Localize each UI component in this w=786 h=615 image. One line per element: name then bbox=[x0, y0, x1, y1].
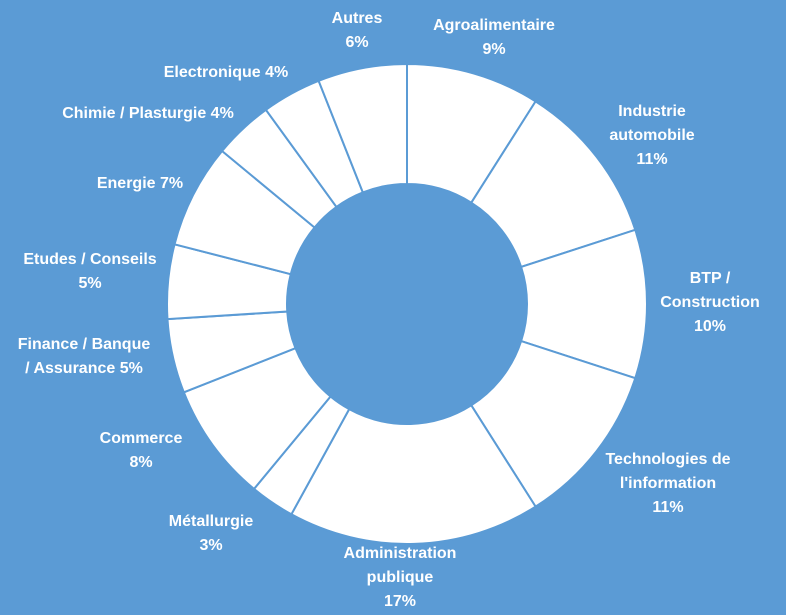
data-label-line: Energie 7% bbox=[97, 175, 183, 192]
data-label-line: Agroalimentaire bbox=[433, 17, 555, 34]
data-label-line: Construction bbox=[660, 294, 760, 311]
data-label-line: 11% bbox=[652, 499, 683, 516]
data-label-line: 17% bbox=[384, 593, 416, 610]
data-label-line: 10% bbox=[694, 318, 726, 335]
data-label-line: 3% bbox=[199, 537, 222, 554]
data-label-line: 8% bbox=[129, 454, 152, 471]
data-label-line: Commerce bbox=[100, 430, 183, 447]
data-label-line: Etudes / Conseils bbox=[23, 251, 156, 268]
data-label-line: Administration bbox=[344, 545, 457, 562]
data-label-energie: Energie 7% bbox=[97, 175, 183, 192]
data-label-line: / Assurance 5% bbox=[25, 360, 143, 377]
data-label-line: publique bbox=[367, 569, 434, 586]
data-label-line: Technologies de bbox=[605, 451, 730, 468]
data-label-line: 11% bbox=[636, 151, 667, 168]
data-label-line: 6% bbox=[345, 34, 368, 51]
data-label-line: Chimie / Plasturgie 4% bbox=[62, 105, 234, 122]
data-label-line: Finance / Banque bbox=[18, 336, 151, 353]
data-label-line: l'information bbox=[620, 475, 716, 492]
donut-hole bbox=[287, 184, 527, 424]
data-label-line: 9% bbox=[482, 41, 505, 58]
slices-group bbox=[167, 64, 647, 544]
data-label-line: Electronique 4% bbox=[164, 64, 288, 81]
data-label-line: Industrie bbox=[618, 103, 686, 120]
data-label-line: automobile bbox=[609, 127, 694, 144]
data-label-chimie-plasturgie: Chimie / Plasturgie 4% bbox=[62, 105, 234, 122]
data-label-line: BTP / bbox=[690, 270, 731, 287]
data-label-electronique: Electronique 4% bbox=[164, 64, 288, 81]
data-label-line: Métallurgie bbox=[169, 513, 254, 530]
data-label-line: Autres bbox=[332, 10, 383, 27]
data-label-line: 5% bbox=[78, 275, 101, 292]
